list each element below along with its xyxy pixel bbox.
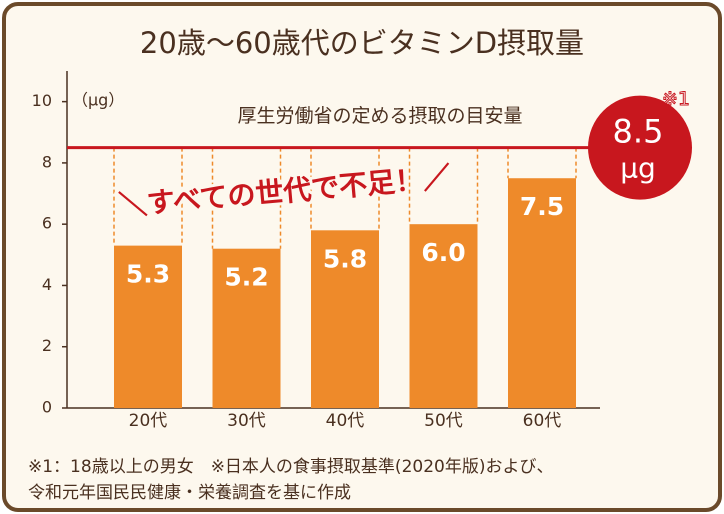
bar bbox=[212, 248, 281, 408]
note-mark: ※1 bbox=[662, 88, 690, 110]
x-tick-label: 40代 bbox=[326, 411, 365, 431]
x-tick-label: 20代 bbox=[129, 411, 168, 431]
y-tick-label: 6 bbox=[42, 214, 52, 233]
x-tick-label: 60代 bbox=[523, 411, 562, 431]
reference-badge bbox=[588, 95, 692, 200]
bar bbox=[508, 178, 576, 408]
chart-title: 20歳～60歳代のビタミンD摂取量 bbox=[140, 26, 584, 60]
value-label: 7.5 bbox=[520, 192, 564, 221]
x-tick-label: 30代 bbox=[227, 411, 266, 431]
footnote: ※1：18歳以上の男女 ※日本人の食事摂取基準(2020年版)および、 bbox=[28, 457, 553, 477]
bar bbox=[311, 230, 379, 408]
value-label: 5.2 bbox=[224, 263, 268, 292]
value-label: 5.8 bbox=[323, 244, 367, 273]
y-tick-label: 8 bbox=[42, 152, 52, 171]
bar bbox=[114, 245, 182, 408]
reference-value: 8.5 bbox=[613, 113, 664, 151]
x-tick-label: 50代 bbox=[424, 411, 463, 431]
y-axis-label: （μg） bbox=[72, 91, 124, 110]
value-label: 6.0 bbox=[421, 238, 465, 267]
reference-label: 厚生労働省の定める摂取の目安量 bbox=[237, 105, 522, 127]
bar bbox=[409, 224, 478, 408]
y-tick-label: 0 bbox=[42, 398, 52, 417]
y-tick-label: 4 bbox=[42, 275, 52, 294]
y-tick-label: 2 bbox=[42, 336, 52, 355]
reference-unit: μg bbox=[620, 152, 656, 185]
value-label: 5.3 bbox=[126, 260, 170, 289]
y-tick-label: 10 bbox=[32, 91, 52, 110]
footnote: 令和元年国民民健康・栄養調査を基に作成 bbox=[28, 483, 351, 503]
